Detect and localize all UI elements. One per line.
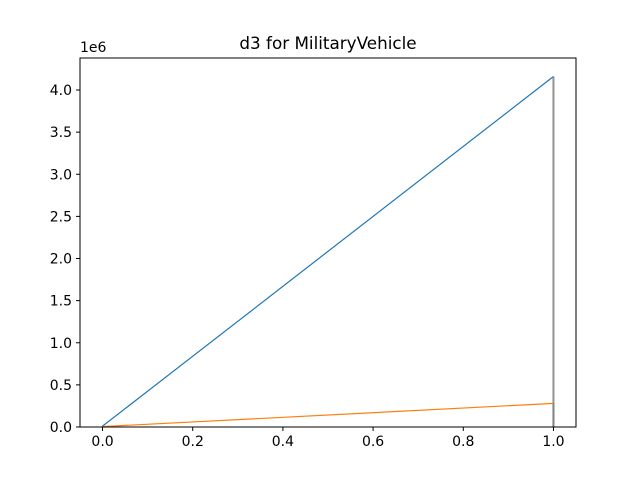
y-tick-label: 0.5 [50,378,72,394]
y-tick-label: 2.0 [50,252,72,268]
series-line-0 [102,76,554,427]
x-tick-label: 0.0 [91,434,113,450]
y-tick-label: 3.5 [50,125,72,141]
y-tick-label: 1.5 [50,294,72,310]
x-tick-label: 1.0 [542,434,564,450]
x-tick-label: 0.8 [452,434,474,450]
y-tick-label: 1.0 [50,336,72,352]
x-tick-label: 0.6 [362,434,384,450]
y-tick-label: 2.5 [50,209,72,225]
y-tick-label: 0.0 [50,420,72,436]
series-line-1 [102,402,554,428]
y-axis-offset-label: 1e6 [80,40,107,56]
axes-frame [79,57,577,428]
bar-0 [552,76,555,428]
chart-title: d3 for MilitaryVehicle [239,33,416,53]
y-tick-label: 4.0 [50,83,72,99]
x-tick-label: 0.4 [272,434,294,450]
y-tick-label: 3.0 [50,167,72,183]
x-tick-label: 0.2 [182,434,204,450]
bar-1 [552,403,555,427]
x-axis: 0.0 0.2 0.4 0.6 0.8 1.0 [91,427,565,450]
y-axis: 0.0 0.5 1.0 1.5 2.0 2.5 3.0 3.5 4.0 [50,83,80,436]
